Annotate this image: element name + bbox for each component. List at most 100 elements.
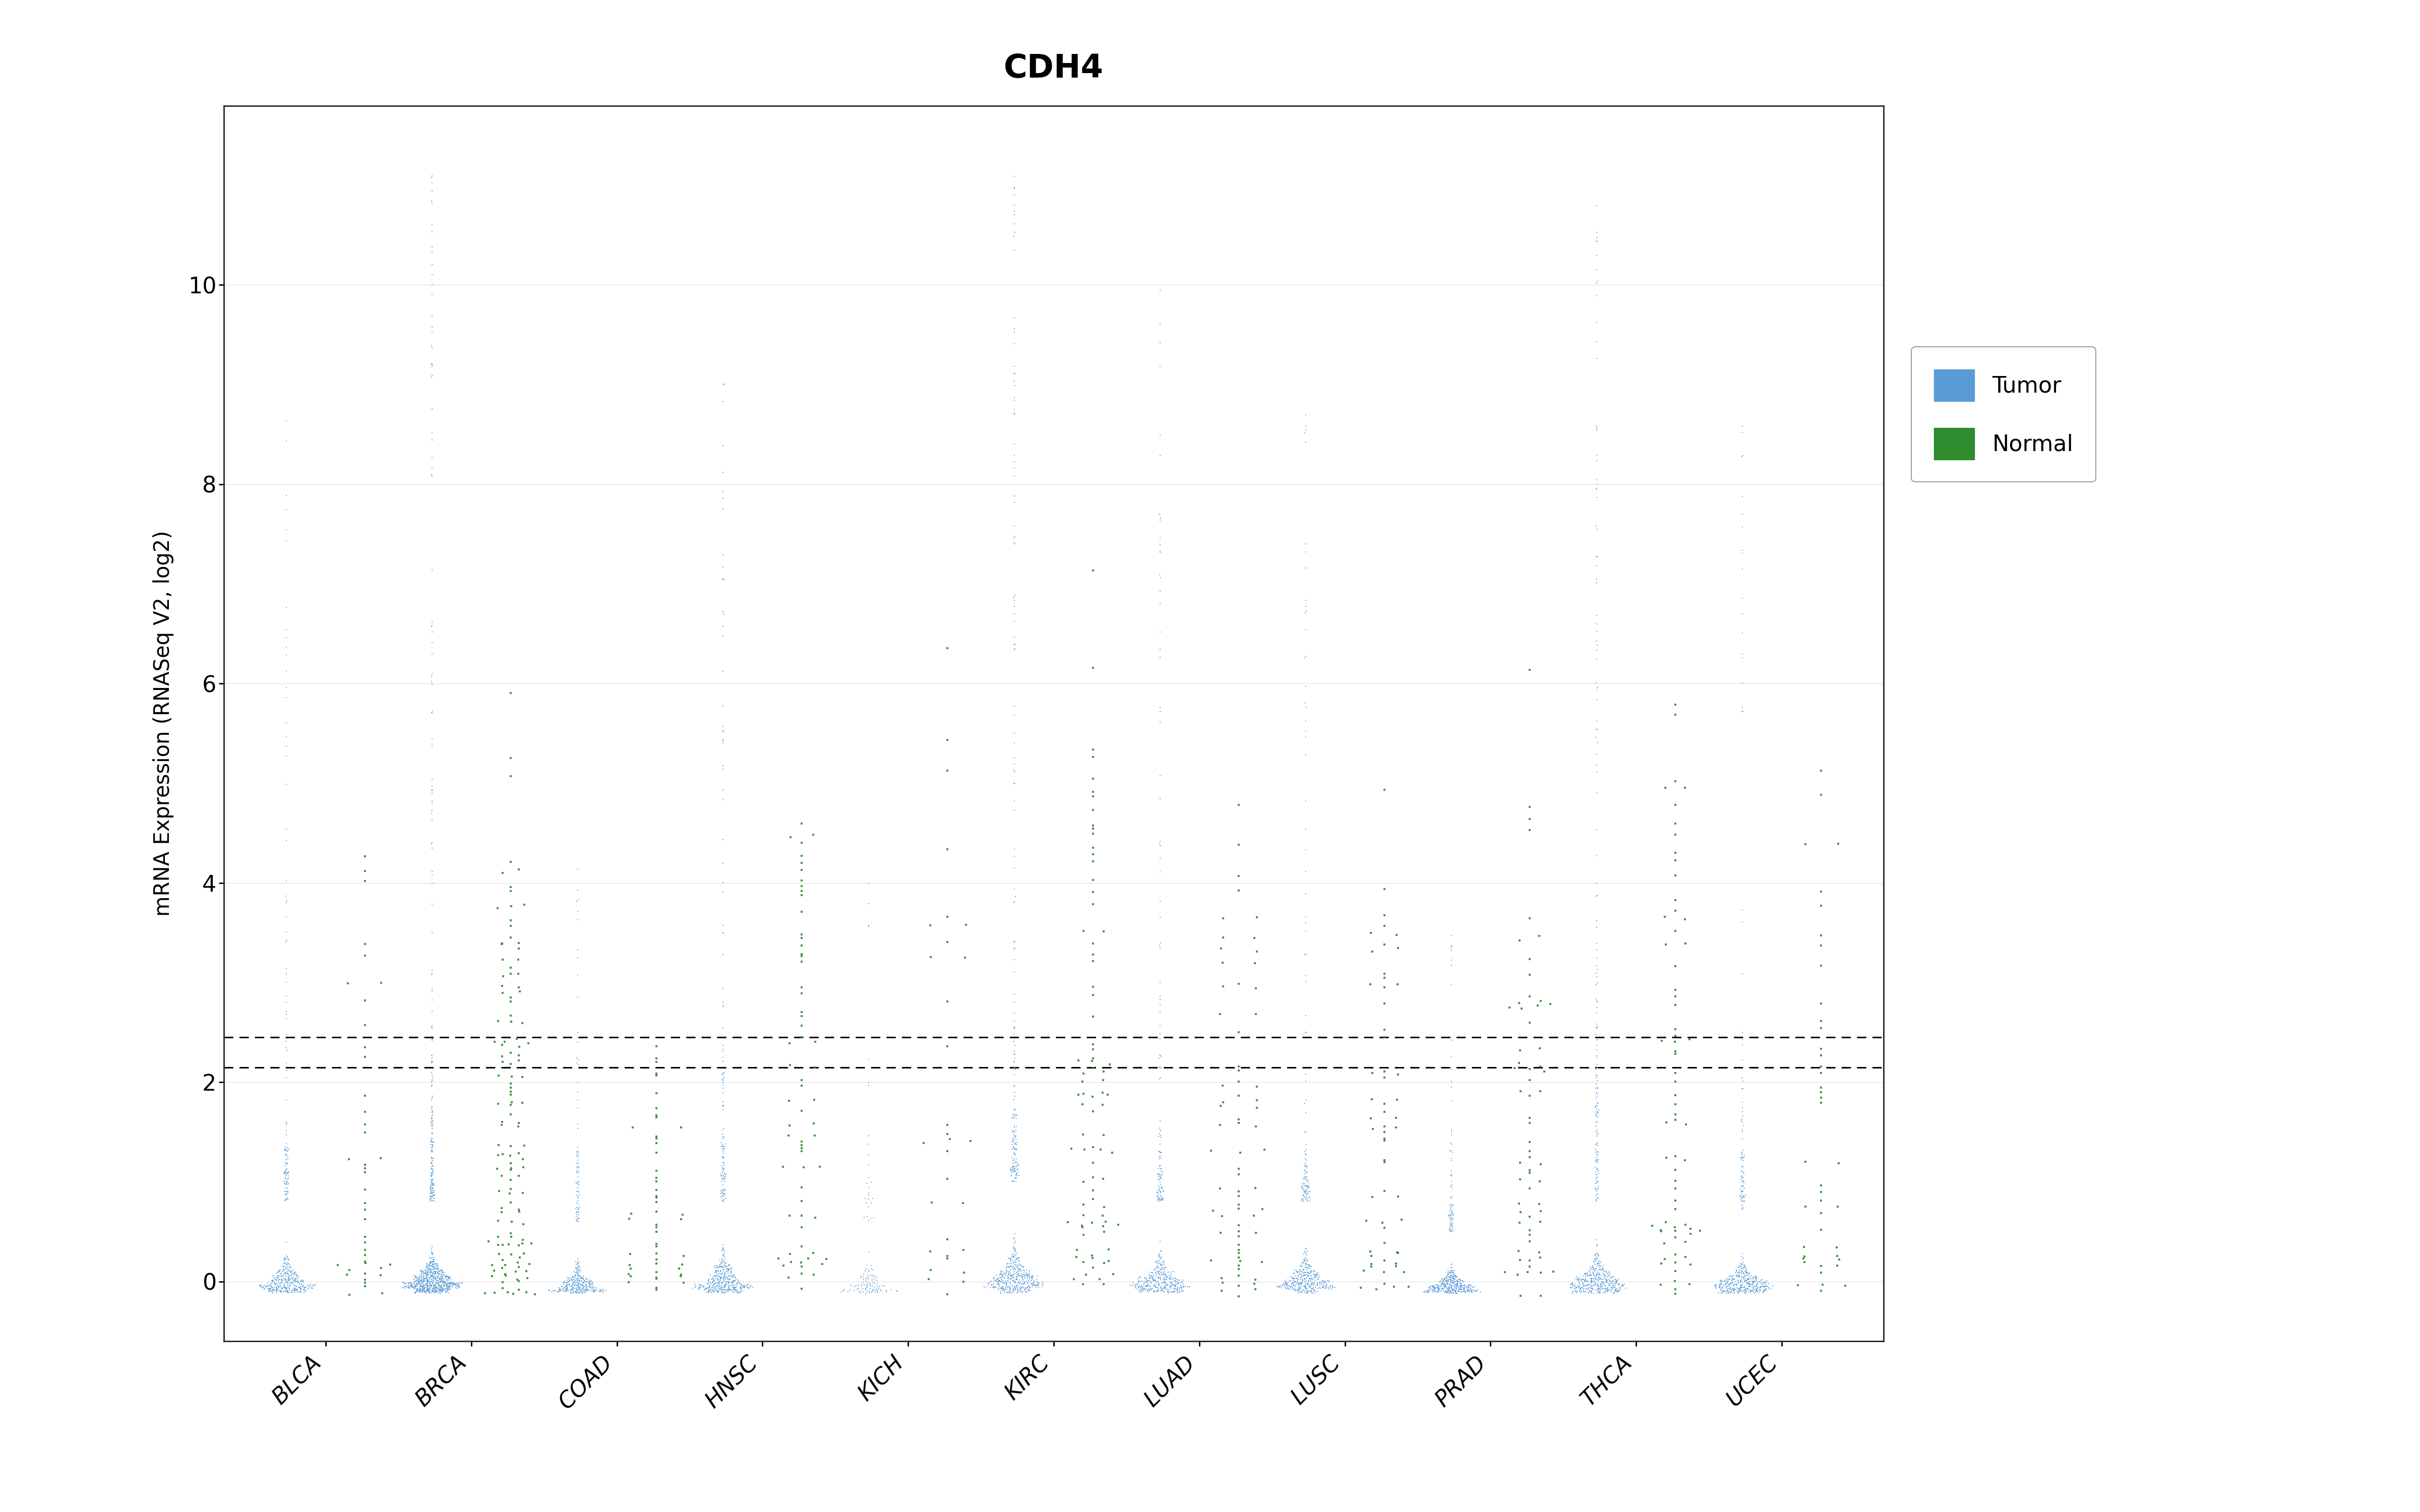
Point bbox=[1304, 1272, 1343, 1296]
Point bbox=[704, 390, 743, 414]
Point bbox=[1437, 1269, 1476, 1293]
Point bbox=[852, 1269, 891, 1293]
Point bbox=[1447, 1278, 1486, 1302]
Point bbox=[259, 1278, 298, 1302]
Point bbox=[571, 1272, 610, 1296]
Point bbox=[1154, 1275, 1193, 1299]
Point bbox=[719, 1270, 757, 1294]
Point bbox=[266, 724, 305, 748]
Point bbox=[636, 1216, 675, 1240]
Point bbox=[1365, 877, 1404, 901]
Point bbox=[1723, 1185, 1762, 1210]
Point bbox=[1285, 1275, 1324, 1299]
Point bbox=[557, 1263, 595, 1287]
Point bbox=[852, 1264, 891, 1288]
Point bbox=[247, 1275, 286, 1299]
Point bbox=[1556, 1275, 1595, 1299]
Point bbox=[414, 1273, 453, 1297]
Point bbox=[1287, 1155, 1326, 1179]
Point bbox=[690, 1267, 728, 1291]
Point bbox=[910, 1267, 949, 1291]
Point bbox=[404, 1279, 443, 1303]
Point bbox=[1295, 1269, 1333, 1293]
Point bbox=[574, 1275, 612, 1299]
Point bbox=[269, 1139, 307, 1163]
Point bbox=[428, 1278, 467, 1302]
Point bbox=[1433, 972, 1471, 996]
Point bbox=[1580, 1249, 1619, 1273]
Point bbox=[491, 913, 530, 937]
Point bbox=[559, 1253, 598, 1278]
Point bbox=[394, 1276, 433, 1300]
Point bbox=[1162, 1269, 1200, 1293]
Point bbox=[1711, 1273, 1750, 1297]
Point bbox=[411, 1025, 450, 1049]
Point bbox=[697, 1255, 736, 1279]
Point bbox=[1140, 1241, 1179, 1266]
Point bbox=[402, 1269, 440, 1293]
Point bbox=[1133, 1272, 1171, 1296]
Point bbox=[549, 1270, 588, 1294]
Point bbox=[1285, 1278, 1324, 1302]
Point bbox=[266, 1163, 305, 1187]
Point bbox=[1571, 1275, 1609, 1299]
Point bbox=[1701, 1275, 1740, 1299]
Point bbox=[997, 1278, 1036, 1302]
Point bbox=[995, 1244, 1033, 1269]
Point bbox=[1413, 1275, 1452, 1299]
Point bbox=[574, 1276, 612, 1300]
Point bbox=[990, 1252, 1028, 1276]
Point bbox=[992, 1158, 1031, 1182]
Point bbox=[440, 1272, 479, 1296]
Point bbox=[1140, 1167, 1179, 1191]
Point bbox=[503, 1228, 542, 1252]
Point bbox=[1595, 1281, 1634, 1305]
Point bbox=[276, 1270, 315, 1294]
Point bbox=[1585, 1279, 1624, 1303]
Point bbox=[1007, 1261, 1045, 1285]
Point bbox=[1365, 1060, 1404, 1084]
Point bbox=[559, 1259, 598, 1284]
Point bbox=[1435, 1266, 1474, 1290]
Point bbox=[1142, 1055, 1181, 1080]
Point bbox=[276, 1278, 315, 1302]
Point bbox=[414, 1279, 453, 1303]
Point bbox=[1125, 1266, 1164, 1290]
Point bbox=[1084, 1214, 1123, 1238]
Point bbox=[995, 632, 1033, 656]
Point bbox=[559, 1278, 598, 1302]
Point bbox=[1435, 1279, 1474, 1303]
Point bbox=[482, 1033, 520, 1057]
Point bbox=[271, 1259, 310, 1284]
Point bbox=[566, 1278, 605, 1302]
Point bbox=[990, 1279, 1028, 1303]
Point bbox=[557, 1281, 595, 1305]
Point bbox=[1270, 1264, 1309, 1288]
Point bbox=[1718, 1281, 1757, 1305]
Point bbox=[1137, 1259, 1176, 1284]
Point bbox=[1261, 1275, 1300, 1299]
Point bbox=[1716, 1276, 1754, 1300]
Point bbox=[1280, 1279, 1319, 1303]
Point bbox=[276, 1278, 315, 1302]
Point bbox=[983, 1258, 1021, 1282]
Point bbox=[1120, 1278, 1159, 1302]
Point bbox=[995, 1084, 1033, 1108]
Point bbox=[346, 859, 385, 883]
Point bbox=[346, 1231, 385, 1255]
Point bbox=[414, 1084, 453, 1108]
Point bbox=[547, 1273, 586, 1297]
Point bbox=[1563, 1275, 1602, 1299]
Point bbox=[1002, 1276, 1041, 1300]
Point bbox=[1709, 1281, 1747, 1305]
Point bbox=[269, 1250, 307, 1275]
Point bbox=[1738, 1279, 1776, 1303]
Point bbox=[702, 1134, 741, 1158]
Point bbox=[1597, 1267, 1636, 1291]
Point bbox=[999, 1270, 1038, 1294]
Point bbox=[1292, 1267, 1331, 1291]
Point bbox=[849, 1279, 888, 1303]
Point bbox=[1578, 1015, 1617, 1039]
Point bbox=[421, 1259, 460, 1284]
Point bbox=[1733, 1273, 1771, 1297]
